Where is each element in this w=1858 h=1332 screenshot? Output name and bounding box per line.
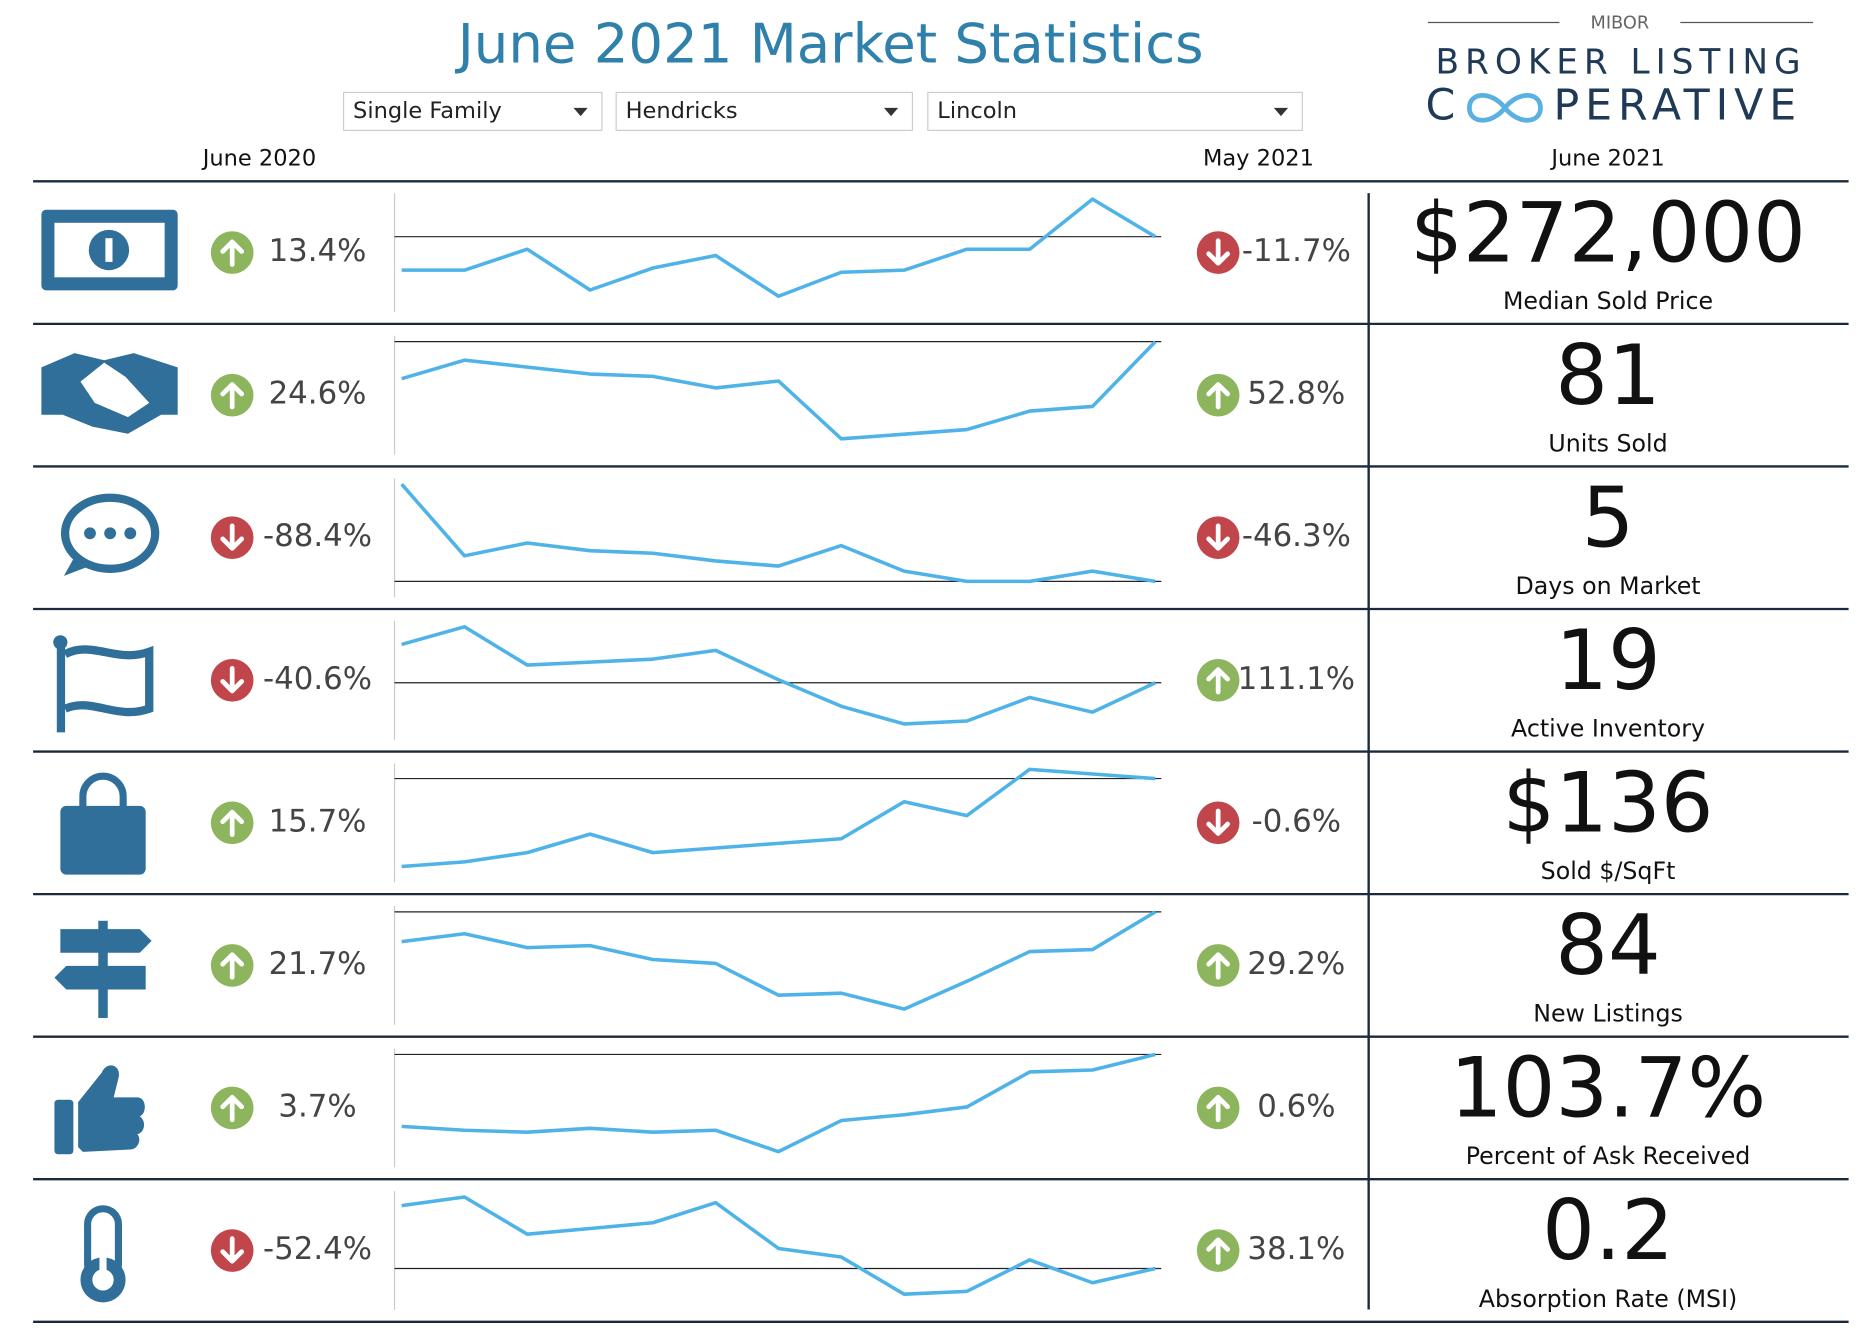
metric-value: 103.7% <box>1450 1040 1766 1137</box>
bag-icon <box>60 772 146 875</box>
arrow-glyph <box>1206 1094 1231 1123</box>
arrow-glyph <box>220 1236 245 1264</box>
thumbs-icon <box>54 1065 145 1155</box>
arrow-glyph <box>220 952 245 980</box>
yoy-change: -52.4% <box>263 1231 372 1267</box>
handshake-icon <box>41 353 178 434</box>
arrow-glyph <box>1206 382 1231 410</box>
sparkline <box>401 624 1157 726</box>
title: June 2021 Market Statistics <box>455 12 1204 76</box>
filter-dropdown[interactable]: Hendricks <box>615 91 914 131</box>
dropdown-value: Single Family <box>353 98 502 124</box>
arrow-glyph <box>220 666 245 694</box>
metric-label: Median Sold Price <box>1503 287 1713 315</box>
sparkline <box>401 197 1157 299</box>
metric-label: Absorption Rate (MSI) <box>1479 1285 1738 1313</box>
mom-change: 0.6% <box>1257 1088 1335 1124</box>
mom-change: 29.2% <box>1247 946 1345 982</box>
dropdown-box <box>615 91 914 131</box>
logo-line2-end: PERATIVE <box>1554 80 1803 130</box>
metric-label: Percent of Ask Received <box>1466 1142 1751 1170</box>
arrow-glyph <box>220 809 245 838</box>
dropdown-caret <box>883 107 899 117</box>
metric-value: 5 <box>1582 469 1635 566</box>
sparkline <box>401 767 1156 869</box>
yoy-change: 13.4% <box>269 233 367 269</box>
arrow-glyph <box>1206 238 1231 266</box>
metric-value: $272,000 <box>1410 184 1806 281</box>
chat-icon <box>60 493 160 576</box>
mom-change: -0.6% <box>1252 803 1341 839</box>
signpost-icon <box>54 920 152 1018</box>
metric-label: New Listings <box>1533 1000 1683 1028</box>
arrow-glyph <box>1206 523 1231 551</box>
filter-dropdown[interactable]: Single Family <box>342 91 603 131</box>
yoy-change: 21.7% <box>269 946 367 982</box>
arrow-glyph <box>1206 808 1231 836</box>
logo-line1: BROKER LISTING <box>1436 42 1807 82</box>
yoy-change: 24.6% <box>269 376 367 412</box>
dropdown-box <box>927 91 1303 131</box>
yoy-change: 15.7% <box>269 803 367 839</box>
metric-label: Units Sold <box>1548 429 1667 457</box>
mom-change: -46.3% <box>1242 518 1351 554</box>
arrow-glyph <box>220 382 245 410</box>
thermometer-icon <box>80 1205 126 1303</box>
mom-change: 52.8% <box>1247 376 1345 412</box>
logo-line2-start: C <box>1426 80 1456 130</box>
metric-label: Days on Market <box>1515 572 1700 600</box>
column-header: May 2021 <box>1203 145 1314 171</box>
dropdown-caret <box>573 107 588 117</box>
sparkline <box>401 1052 1156 1154</box>
mom-change: 38.1% <box>1247 1231 1345 1267</box>
sparkline <box>401 340 1157 441</box>
column-header: June 2020 <box>201 145 316 171</box>
arrow-glyph <box>220 1094 245 1123</box>
money-icon <box>41 209 178 291</box>
yoy-change: -40.6% <box>263 661 372 697</box>
metric-value: 81 <box>1555 327 1661 424</box>
dropdown-caret <box>1273 107 1289 117</box>
arrow-glyph <box>1206 952 1231 980</box>
mom-change: -11.7% <box>1242 233 1351 269</box>
metric-value: $136 <box>1502 755 1713 852</box>
dropdown-value: Hendricks <box>626 98 738 124</box>
metric-value: 19 <box>1555 612 1661 709</box>
yoy-change: -88.4% <box>263 518 372 554</box>
logo-infinity <box>1467 93 1543 123</box>
dropdown-value: Lincoln <box>937 98 1017 124</box>
logo-top: MIBOR <box>1590 14 1649 34</box>
sparkline <box>400 483 1156 584</box>
arrow-glyph <box>1206 1237 1231 1265</box>
arrow-glyph <box>1206 667 1231 695</box>
dropdown-box <box>342 91 603 131</box>
metric-label: Sold $/SqFt <box>1541 857 1676 885</box>
sparkline <box>401 1195 1156 1296</box>
filter-dropdown[interactable]: Lincoln <box>927 91 1303 131</box>
metric-label: Active Inventory <box>1511 715 1705 743</box>
sparkline <box>401 910 1157 1011</box>
column-header: June 2021 <box>1549 145 1664 171</box>
metric-value: 84 <box>1555 897 1661 994</box>
yoy-change: 3.7% <box>278 1088 356 1124</box>
icons <box>41 209 178 1303</box>
metric-value: 0.2 <box>1542 1182 1674 1279</box>
mom-change: 111.1% <box>1238 661 1355 697</box>
arrow-glyph <box>220 239 245 267</box>
arrow-glyph <box>220 523 245 551</box>
flag-icon <box>53 635 154 733</box>
